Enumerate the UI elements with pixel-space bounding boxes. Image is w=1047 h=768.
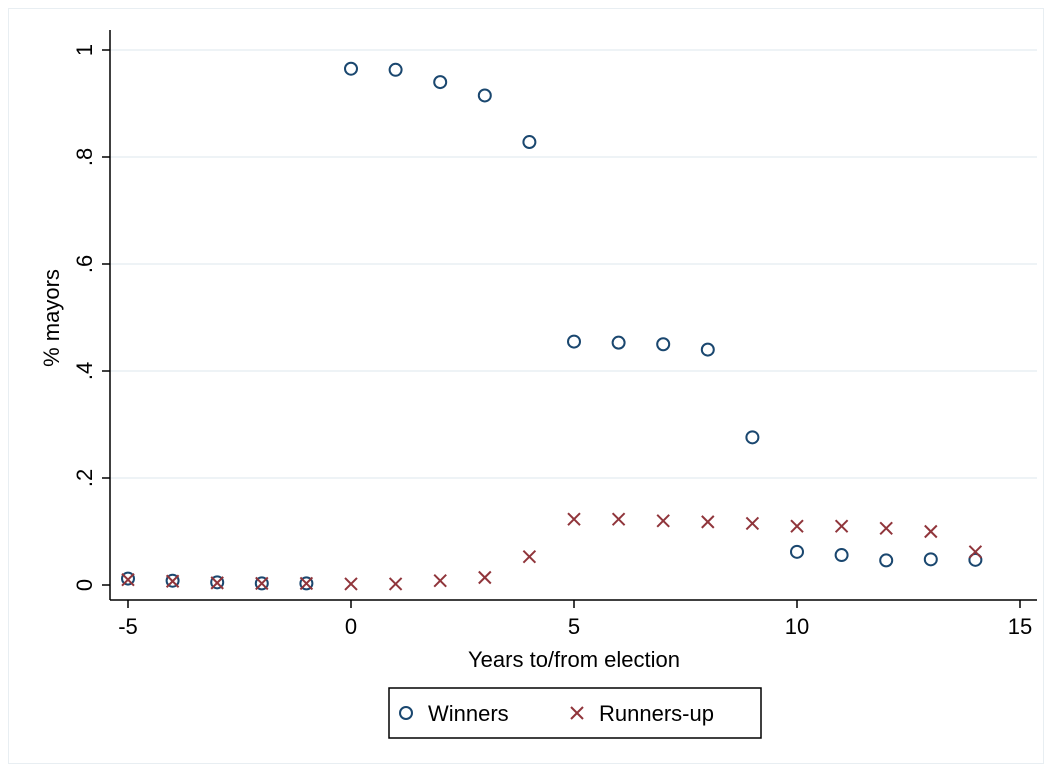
winners-point-1 <box>165 573 180 588</box>
winners-point-14 <box>745 430 760 445</box>
winners-point-15 <box>790 544 804 559</box>
winners-point-16 <box>834 548 849 563</box>
winners-point-12 <box>656 337 671 352</box>
runners-up-point-18 <box>924 524 938 539</box>
runners-up-point-0 <box>121 572 135 587</box>
data-points <box>121 61 983 591</box>
runners-up-point-4 <box>299 576 314 591</box>
runners-up-point-19 <box>968 545 983 559</box>
y-axis-title: % mayors <box>39 269 64 367</box>
runners-up-point-12 <box>656 514 670 528</box>
runners-up-point-15 <box>790 519 804 533</box>
y-tick-label-2: .4 <box>72 362 97 380</box>
winners-point-9 <box>522 135 537 150</box>
winners-point-4 <box>299 576 314 591</box>
legend: Winners Runners-up <box>388 687 762 739</box>
x-tick-label-4: 15 <box>1008 614 1032 639</box>
tick-labels: 0 .2 .4 .6 .8 1 -5 0 5 10 15 <box>72 44 1032 639</box>
winners-point-13 <box>700 342 715 357</box>
runners-up-point-7 <box>433 574 447 588</box>
runners-up-point-11 <box>611 512 626 526</box>
runners-up-point-16 <box>834 519 849 533</box>
y-tick-label-0: 0 <box>72 579 97 591</box>
runners-up-point-6 <box>388 577 403 591</box>
runners-up-point-10 <box>567 512 581 526</box>
x-tick-label-0: -5 <box>118 614 138 639</box>
runners-up-point-2 <box>210 576 224 590</box>
winners-point-19 <box>968 552 983 567</box>
x-tick-label-2: 5 <box>568 614 580 639</box>
winners-point-11 <box>611 335 626 350</box>
runners-up-point-13 <box>701 515 715 529</box>
runners-up-point-14 <box>745 516 760 531</box>
x-tick-label-3: 10 <box>785 614 809 639</box>
legend-label-runners-up: Runners-up <box>599 701 714 726</box>
y-tick-label-5: 1 <box>72 44 97 56</box>
legend-marker-winners <box>399 706 413 720</box>
gridlines <box>110 49 1037 479</box>
runners-up-point-3 <box>255 576 269 591</box>
y-tick-label-3: .6 <box>72 255 97 273</box>
winners-point-0 <box>121 571 135 586</box>
y-tick-label-4: .8 <box>72 148 97 166</box>
winners-point-8 <box>477 88 492 103</box>
winners-point-7 <box>433 75 448 90</box>
winners-point-10 <box>567 334 581 349</box>
x-tick-label-1: 0 <box>345 614 357 639</box>
runners-up-point-5 <box>344 577 358 591</box>
winners-point-17 <box>879 553 894 568</box>
runners-up-point-9 <box>522 549 537 564</box>
runners-up-point-1 <box>165 574 180 588</box>
legend-box <box>388 687 762 739</box>
chart-frame <box>8 8 1044 764</box>
winners-point-2 <box>210 575 225 590</box>
legend-label-winners: Winners <box>428 701 509 726</box>
y-tick-label-1: .2 <box>72 469 97 487</box>
axes <box>102 30 1037 608</box>
legend-marker-runners-up <box>570 706 584 720</box>
winners-point-3 <box>254 576 269 591</box>
runners-up-point-8 <box>478 570 492 585</box>
winners-point-6 <box>388 62 403 77</box>
winners-point-5 <box>344 61 358 76</box>
runners-up-point-17 <box>879 521 893 535</box>
x-axis-title: Years to/from election <box>468 647 680 672</box>
winners-point-18 <box>923 552 938 567</box>
